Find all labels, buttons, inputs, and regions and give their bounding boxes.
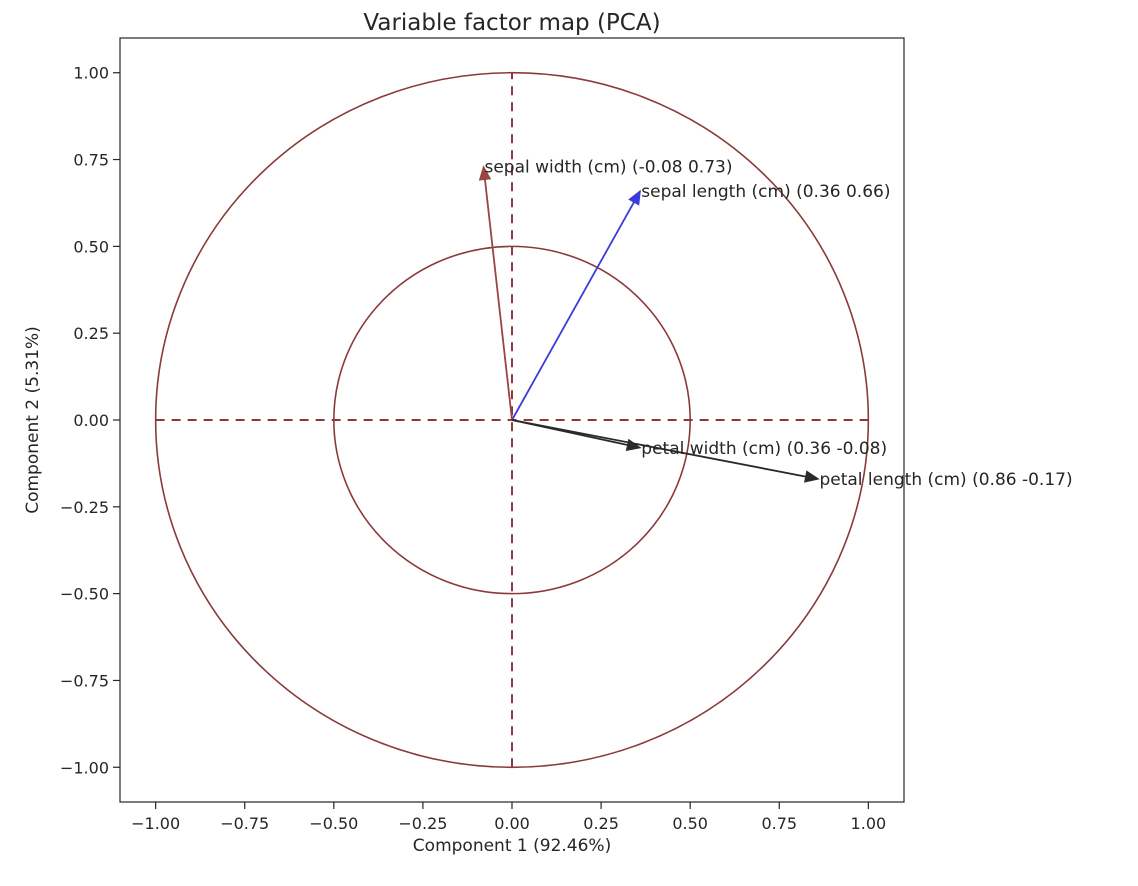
unit-circle <box>154 71 870 769</box>
variable-vectors <box>478 165 820 483</box>
vector-arrow <box>511 189 641 421</box>
chart-title: Variable factor map (PCA) <box>363 10 660 36</box>
x-tick-label: 0.50 <box>672 814 708 833</box>
vector-shaft <box>511 201 635 421</box>
vector-arrow <box>478 165 513 421</box>
vector-shaft <box>484 179 513 421</box>
y-tick-label: 1.00 <box>73 64 109 83</box>
x-tick-label: −0.25 <box>398 814 447 833</box>
y-axis-ticks: −1.00 −0.75 −0.50 −0.25 0.00 0.25 0.50 0.75 1.00 <box>60 64 120 777</box>
vector-arrow <box>511 419 820 483</box>
vector-shaft <box>511 419 628 446</box>
y-tick-label: 0.75 <box>73 151 109 170</box>
x-tick-label: −0.50 <box>309 814 358 833</box>
variable-vector-labels: sepal length (cm) (0.36 0.66) sepal width… <box>484 157 1072 490</box>
vector-label: sepal length (cm) (0.36 0.66) <box>641 182 890 202</box>
x-axis-ticks: −1.00 −0.75 −0.50 −0.25 0.00 0.25 0.50 0.75 1.00 <box>131 802 886 833</box>
y-tick-label: −0.25 <box>60 498 109 517</box>
vector-label: petal width (cm) (0.36 -0.08) <box>641 439 887 459</box>
y-tick-label: −0.75 <box>60 671 109 690</box>
vector-arrowhead <box>628 189 641 206</box>
vector-label: sepal width (cm) (-0.08 0.73) <box>484 157 732 177</box>
y-tick-label: −0.50 <box>60 585 109 604</box>
x-tick-label: 0.25 <box>583 814 619 833</box>
vector-arrowhead <box>804 470 820 483</box>
vector-arrowhead <box>478 165 492 181</box>
x-tick-label: −1.00 <box>131 814 180 833</box>
y-tick-label: 0.50 <box>73 237 109 256</box>
x-tick-label: −0.75 <box>220 814 269 833</box>
vector-arrowhead <box>625 438 642 452</box>
vector-shaft <box>511 419 806 478</box>
y-tick-label: 0.00 <box>73 411 109 430</box>
vector-arrow <box>511 419 642 452</box>
x-axis-label: Component 1 (92.46%) <box>413 836 611 856</box>
plot-area: sepal length (cm) (0.36 0.66) sepal width… <box>119 37 1073 803</box>
x-tick-label: 1.00 <box>851 814 887 833</box>
y-tick-label: 0.25 <box>73 324 109 343</box>
y-tick-label: −1.00 <box>60 758 109 777</box>
correlation-circles <box>154 71 870 769</box>
x-tick-label: 0.00 <box>494 814 530 833</box>
half-circle <box>333 245 691 595</box>
x-tick-label: 0.75 <box>761 814 797 833</box>
vector-label: petal length (cm) (0.86 -0.17) <box>819 470 1072 490</box>
y-axis-label: Component 2 (5.31%) <box>23 326 43 514</box>
